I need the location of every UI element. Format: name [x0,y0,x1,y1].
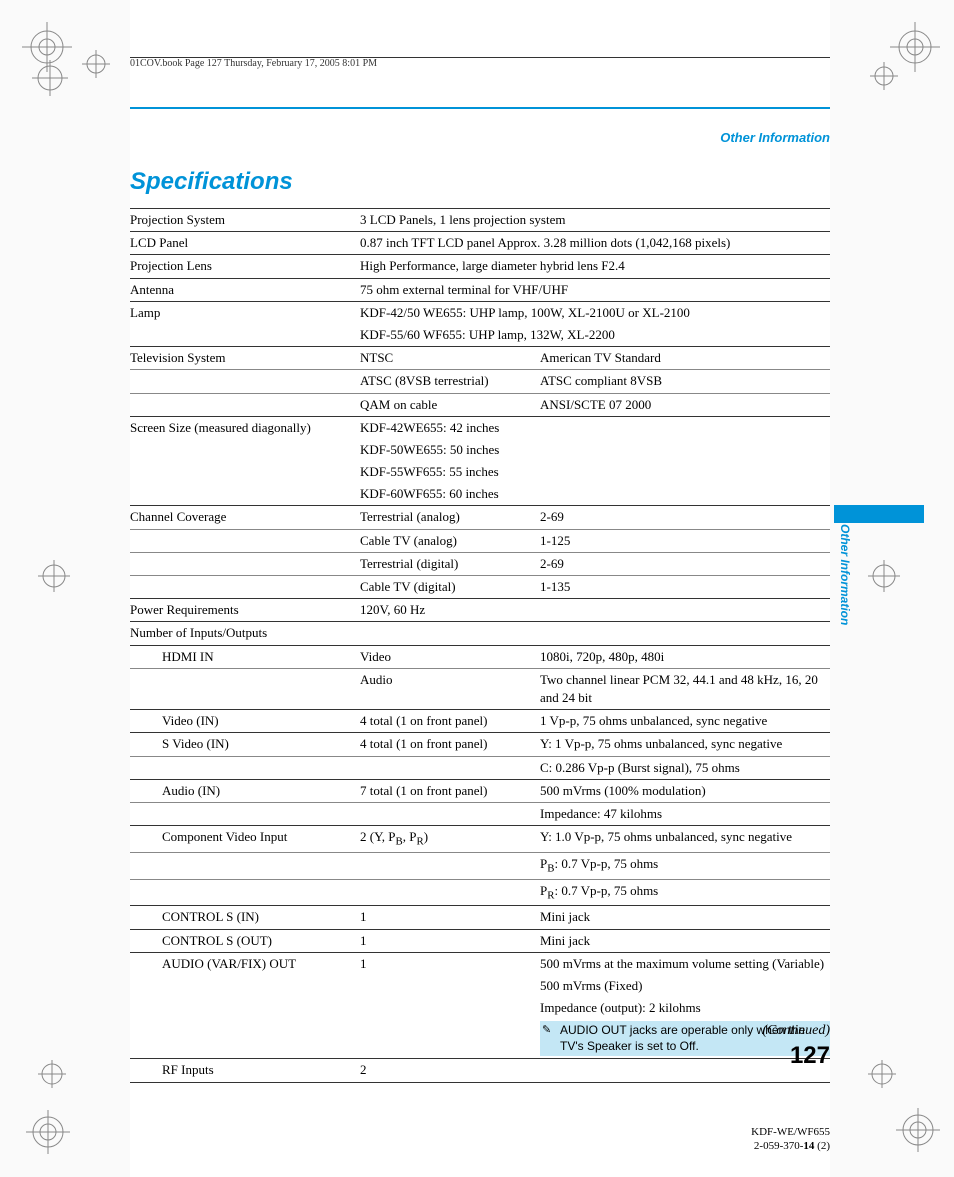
spec-value: Impedance: 47 kilohms [540,805,830,823]
footer: KDF-WE/WF655 2-059-370-14 (2) [751,1125,830,1154]
spec-value: 75 ohm external terminal for VHF/UHF [360,281,830,299]
spec-label: Channel Coverage [130,508,360,526]
crop-mark-icon [38,1060,88,1110]
footer-model: KDF-WE/WF655 [751,1125,830,1139]
spec-value: Y: 1 Vp-p, 75 ohms unbalanced, sync nega… [540,735,830,753]
spec-sub: 7 total (1 on front panel) [360,782,540,800]
section-name-top: Other Information [720,130,830,145]
page-title: Specifications [130,168,293,196]
spec-label: Number of Inputs/Outputs [130,624,360,642]
spec-label: RF Inputs [130,1061,360,1079]
spec-sub: 4 total (1 on front panel) [360,735,540,753]
spec-label: Antenna [130,281,360,299]
spec-sub: Audio [360,671,540,707]
spec-label: CONTROL S (OUT) [130,932,360,950]
pencil-icon: ✎ [542,1023,551,1037]
spec-label: Audio (IN) [130,782,360,800]
spec-sub: ATSC (8VSB terrestrial) [360,372,540,390]
spec-sub: Terrestrial (analog) [360,508,540,526]
spec-value: 500 mVrms (Fixed) [540,977,830,995]
spec-value: Impedance (output): 2 kilohms [540,999,830,1017]
spec-label: Projection Lens [130,257,360,275]
spec-value: American TV Standard [540,349,830,367]
page-content: 01COV.book Page 127 Thursday, February 1… [130,0,830,1177]
spec-value: KDF-50WE655: 50 inches [360,441,830,459]
spec-sub: 1 [360,908,540,926]
page-number: 127 [790,1042,830,1070]
spec-sub: Cable TV (digital) [360,578,540,596]
footer-part: 2-059-370-14 (2) [751,1139,830,1153]
crop-mark-icon [870,62,920,112]
spec-value: 1080i, 720p, 480p, 480i [540,648,830,666]
continued-label: (Continued) [762,1023,830,1039]
spec-value: 1-125 [540,532,830,550]
spec-value: 500 mVrms (100% modulation) [540,782,830,800]
spec-sub: NTSC [360,349,540,367]
running-header: 01COV.book Page 127 Thursday, February 1… [130,58,377,69]
crop-mark-icon [38,560,88,610]
spec-value: 0.87 inch TFT LCD panel Approx. 3.28 mil… [360,234,830,252]
spec-label: Television System [130,349,360,367]
spec-value: KDF-55/60 WF655: UHP lamp, 132W, XL-2200 [360,326,830,344]
spec-value: ANSI/SCTE 07 2000 [540,396,830,414]
spec-value: KDF-55WF655: 55 inches [360,463,830,481]
spec-sub: Cable TV (analog) [360,532,540,550]
spec-label: Lamp [130,304,360,322]
spec-value: 2-69 [540,555,830,573]
spec-value: 3 LCD Panels, 1 lens projection system [360,211,830,229]
spec-label: CONTROL S (IN) [130,908,360,926]
spec-value: PR: 0.7 Vp-p, 75 ohms [540,882,830,904]
crop-mark-icon [82,50,122,90]
spec-sub: Video [360,648,540,666]
spec-value: PB: 0.7 Vp-p, 75 ohms [540,855,830,877]
crop-mark-icon [868,560,918,610]
spec-value: C: 0.286 Vp-p (Burst signal), 75 ohms [540,759,830,777]
spec-label: HDMI IN [130,648,360,666]
spec-value: Y: 1.0 Vp-p, 75 ohms unbalanced, sync ne… [540,828,830,850]
spec-label: AUDIO (VAR/FIX) OUT [130,955,360,973]
spec-value: Two channel linear PCM 32, 44.1 and 48 k… [540,671,830,707]
spec-value: 2-69 [540,508,830,526]
side-tab [834,505,924,523]
spec-sub: 4 total (1 on front panel) [360,712,540,730]
spec-value: 1-135 [540,578,830,596]
spec-sub: 2 [360,1061,540,1079]
spec-value: Mini jack [540,932,830,950]
spec-sub: Terrestrial (digital) [360,555,540,573]
specifications-table: Projection System3 LCD Panels, 1 lens pr… [130,208,830,1101]
spec-sub: 1 [360,955,540,973]
spec-value: 1 Vp-p, 75 ohms unbalanced, sync negativ… [540,712,830,730]
section-rule [130,107,830,109]
spec-value: 500 mVrms at the maximum volume setting … [540,955,830,973]
spec-value: 120V, 60 Hz [360,601,830,619]
spec-value: Mini jack [540,908,830,926]
spec-label: Screen Size (measured diagonally) [130,419,360,437]
spec-value: ATSC compliant 8VSB [540,372,830,390]
spec-value: High Performance, large diameter hybrid … [360,257,830,275]
spec-value: KDF-60WF655: 60 inches [360,485,830,503]
spec-sub: 1 [360,932,540,950]
side-section-label: Other Information [838,524,852,625]
spec-sub: 2 (Y, PB, PR) [360,828,540,850]
spec-label: LCD Panel [130,234,360,252]
spec-label: S Video (IN) [130,735,360,753]
spec-value: KDF-42WE655: 42 inches [360,419,830,437]
spec-value: KDF-42/50 WE655: UHP lamp, 100W, XL-2100… [360,304,830,322]
spec-label: Component Video Input [130,828,360,850]
spec-sub: QAM on cable [360,396,540,414]
crop-mark-icon [868,1060,918,1110]
spec-label: Video (IN) [130,712,360,730]
spec-label: Power Requirements [130,601,360,619]
spec-label: Projection System [130,211,360,229]
